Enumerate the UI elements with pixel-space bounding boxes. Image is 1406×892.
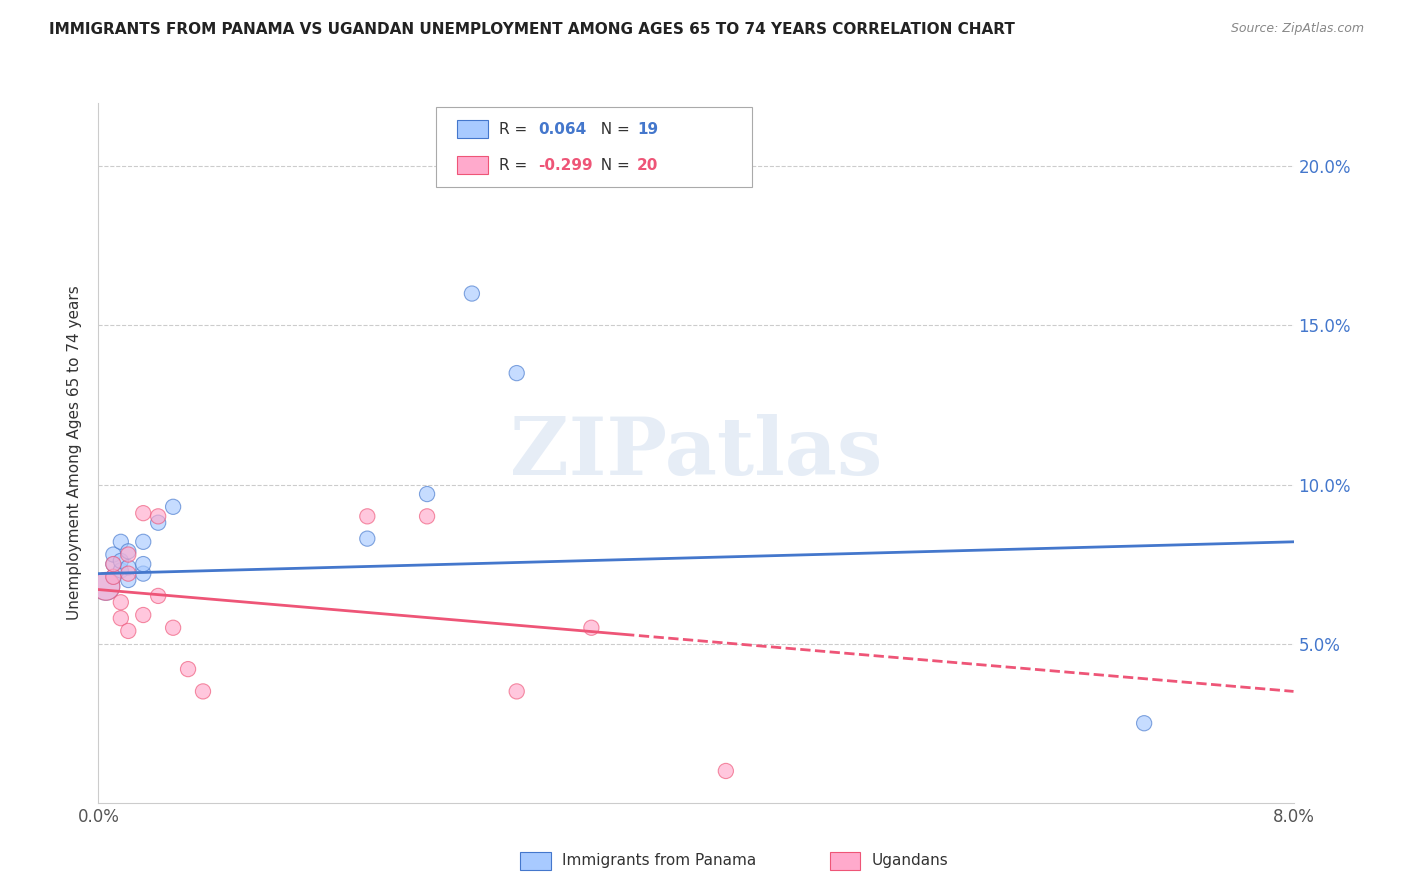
Point bbox=[132, 506, 155, 520]
Point bbox=[117, 573, 139, 587]
Point bbox=[103, 557, 125, 571]
Point bbox=[94, 579, 117, 593]
Point bbox=[103, 557, 125, 571]
Text: ZIPatlas: ZIPatlas bbox=[510, 414, 882, 491]
Text: IMMIGRANTS FROM PANAMA VS UGANDAN UNEMPLOYMENT AMONG AGES 65 TO 74 YEARS CORRELA: IMMIGRANTS FROM PANAMA VS UGANDAN UNEMPL… bbox=[49, 22, 1015, 37]
Point bbox=[177, 662, 200, 676]
Point bbox=[356, 532, 378, 546]
Point bbox=[162, 621, 184, 635]
Point bbox=[132, 557, 155, 571]
Text: -0.299: -0.299 bbox=[538, 158, 593, 172]
Point bbox=[191, 684, 214, 698]
Point bbox=[148, 509, 170, 524]
Point bbox=[132, 566, 155, 581]
Point bbox=[103, 570, 125, 584]
Point bbox=[132, 607, 155, 622]
Text: Ugandans: Ugandans bbox=[872, 854, 949, 868]
Text: Immigrants from Panama: Immigrants from Panama bbox=[562, 854, 756, 868]
Text: 20: 20 bbox=[637, 158, 658, 172]
Text: N =: N = bbox=[591, 158, 634, 172]
Text: N =: N = bbox=[591, 122, 634, 136]
Point bbox=[132, 534, 155, 549]
Point bbox=[117, 544, 139, 558]
Point bbox=[581, 621, 603, 635]
Y-axis label: Unemployment Among Ages 65 to 74 years: Unemployment Among Ages 65 to 74 years bbox=[67, 285, 83, 620]
Point bbox=[110, 554, 132, 568]
Point bbox=[714, 764, 737, 778]
Point bbox=[103, 570, 125, 584]
Point bbox=[117, 548, 139, 562]
Text: Source: ZipAtlas.com: Source: ZipAtlas.com bbox=[1230, 22, 1364, 36]
Text: R =: R = bbox=[499, 158, 533, 172]
Point bbox=[506, 366, 529, 380]
Point bbox=[117, 566, 139, 581]
Point bbox=[148, 589, 170, 603]
Point bbox=[117, 624, 139, 638]
Point bbox=[416, 487, 439, 501]
Point bbox=[94, 579, 117, 593]
Point bbox=[110, 564, 132, 578]
Point bbox=[162, 500, 184, 514]
Point bbox=[117, 560, 139, 574]
Point bbox=[356, 509, 378, 524]
Text: 19: 19 bbox=[637, 122, 658, 136]
Point bbox=[148, 516, 170, 530]
Text: 0.064: 0.064 bbox=[538, 122, 586, 136]
Point bbox=[1133, 716, 1156, 731]
Point bbox=[110, 534, 132, 549]
Point bbox=[110, 595, 132, 609]
Point bbox=[110, 611, 132, 625]
Point bbox=[103, 548, 125, 562]
Point bbox=[506, 684, 529, 698]
Point bbox=[461, 286, 484, 301]
Text: R =: R = bbox=[499, 122, 533, 136]
Point bbox=[416, 509, 439, 524]
